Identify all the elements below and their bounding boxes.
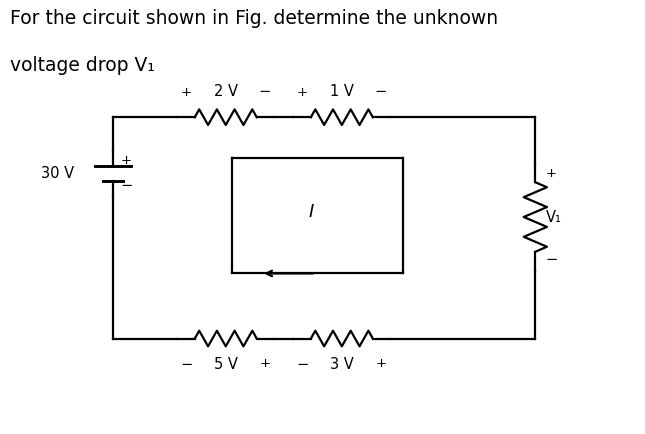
Text: 30 V: 30 V	[41, 166, 74, 181]
Text: −: −	[375, 84, 387, 99]
Text: 5 V: 5 V	[213, 357, 238, 372]
Text: 1 V: 1 V	[330, 84, 354, 99]
Text: −: −	[121, 178, 133, 193]
Text: −: −	[546, 252, 558, 267]
Text: +: +	[546, 167, 557, 180]
Text: +: +	[297, 86, 308, 99]
Text: +: +	[181, 86, 192, 99]
Text: $I$: $I$	[308, 203, 315, 220]
Text: +: +	[121, 154, 132, 167]
Text: +: +	[376, 357, 387, 370]
Text: +: +	[260, 357, 271, 370]
Text: For the circuit shown in Fig. determine the unknown: For the circuit shown in Fig. determine …	[10, 9, 498, 28]
Text: V₁: V₁	[546, 210, 562, 224]
Text: 3 V: 3 V	[330, 357, 353, 372]
Text: −: −	[297, 357, 309, 372]
Text: −: −	[259, 84, 271, 99]
Text: 2 V: 2 V	[213, 84, 238, 99]
Text: voltage drop V₁: voltage drop V₁	[10, 56, 155, 76]
Text: −: −	[181, 357, 193, 372]
